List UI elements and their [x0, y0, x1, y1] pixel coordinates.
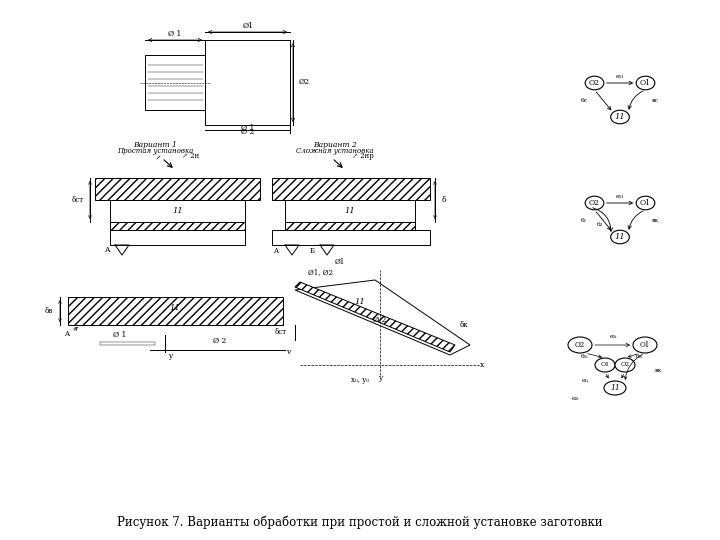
Text: x: x: [480, 361, 484, 369]
Ellipse shape: [636, 196, 655, 210]
Ellipse shape: [611, 230, 629, 244]
Text: θ₂: θ₂: [597, 222, 603, 227]
Ellipse shape: [611, 110, 629, 124]
Text: 11: 11: [615, 113, 626, 121]
Text: вс: вс: [652, 98, 660, 103]
Text: A: A: [104, 246, 109, 254]
Text: Ø 1: Ø 1: [168, 30, 181, 38]
Ellipse shape: [636, 76, 655, 90]
Text: Ø2: Ø2: [299, 78, 310, 86]
Text: 11: 11: [610, 384, 620, 392]
Text: δк: δк: [460, 321, 469, 329]
Ellipse shape: [633, 337, 657, 353]
Text: О1: О1: [640, 199, 651, 207]
Text: Ø 2: Ø 2: [213, 337, 227, 345]
Text: e₀₁: e₀₁: [616, 194, 624, 199]
Text: v: v: [286, 348, 290, 356]
FancyArrowPatch shape: [628, 211, 643, 229]
Text: Ø 1: Ø 1: [113, 331, 127, 339]
Text: Ø 2: Ø 2: [241, 128, 255, 136]
Text: A: A: [65, 330, 70, 338]
Bar: [285, 200, 415, 222]
Text: О1: О1: [640, 341, 650, 349]
Bar: [110, 230, 245, 245]
Text: θ₀ᵢ: θ₀ᵢ: [581, 354, 589, 360]
Bar: [272, 230, 430, 245]
Ellipse shape: [568, 337, 592, 353]
Text: О2: О2: [589, 199, 600, 207]
Text: 11: 11: [173, 207, 184, 215]
Text: О2: О2: [589, 79, 600, 87]
Text: y: y: [378, 374, 382, 382]
Text: θс: θс: [580, 98, 588, 103]
Text: вк: вк: [652, 218, 660, 222]
Bar: [285, 222, 415, 230]
Text: Ø1: Ø1: [335, 258, 345, 266]
Bar: [100, 342, 155, 345]
Text: y: y: [168, 352, 172, 360]
Text: δст: δст: [72, 196, 84, 204]
Text: Ø 1: Ø 1: [241, 124, 255, 132]
Text: δ: δ: [442, 196, 446, 204]
Text: О1: О1: [600, 362, 610, 368]
Text: Сложная установка: Сложная установка: [296, 147, 374, 155]
Text: δв: δв: [45, 307, 53, 315]
Text: e₂ᵢ: e₂ᵢ: [571, 395, 579, 401]
Ellipse shape: [595, 358, 615, 372]
Bar: [272, 178, 430, 200]
Text: Рисунок 7. Варианты обработки при простой и сложной установке заготовки: Рисунок 7. Варианты обработки при просто…: [117, 515, 603, 529]
Bar: [68, 297, 283, 325]
FancyArrowPatch shape: [624, 354, 642, 380]
Text: θ₀ᵢ: θ₀ᵢ: [636, 354, 644, 360]
Text: О2: О2: [621, 362, 629, 368]
Text: Вариант 1: Вариант 1: [133, 141, 177, 149]
Text: 11: 11: [615, 233, 626, 241]
Text: О2: О2: [575, 341, 585, 349]
Ellipse shape: [604, 381, 626, 395]
Text: e₀₁: e₀₁: [616, 73, 624, 79]
Bar: [110, 200, 245, 222]
Text: вк: вк: [654, 368, 662, 373]
Text: Простая установка: Простая установка: [117, 147, 193, 155]
Text: О1: О1: [640, 79, 651, 87]
Text: A: A: [274, 247, 279, 255]
Text: θ₁: θ₁: [581, 218, 588, 222]
Ellipse shape: [585, 76, 604, 90]
Text: Ø1: Ø1: [243, 22, 253, 30]
Polygon shape: [295, 282, 455, 352]
Ellipse shape: [615, 358, 635, 372]
Bar: [95, 178, 260, 200]
Bar: [205, 40, 290, 125]
Text: e₁ᵢ: e₁ᵢ: [581, 377, 589, 382]
Text: Вариант 2: Вариант 2: [313, 141, 357, 149]
Text: Ø1, Ø2: Ø1, Ø2: [307, 268, 333, 276]
Text: 11: 11: [355, 298, 365, 306]
Bar: [145, 55, 205, 110]
FancyArrowPatch shape: [628, 91, 643, 109]
FancyArrowPatch shape: [593, 208, 613, 231]
Text: Ø 2: Ø 2: [373, 316, 387, 324]
Text: δст: δст: [275, 328, 287, 336]
Text: ↗ 2н: ↗ 2н: [182, 152, 199, 160]
Text: ↗ 2нр: ↗ 2нр: [352, 152, 374, 160]
Text: Б: Б: [310, 247, 315, 255]
Ellipse shape: [585, 196, 604, 210]
Text: e₀ᵢ: e₀ᵢ: [609, 334, 617, 340]
Text: 11: 11: [345, 207, 356, 215]
Text: 11: 11: [170, 304, 181, 312]
Bar: [110, 222, 245, 230]
Text: x₀, y₀: x₀, y₀: [351, 376, 369, 384]
Polygon shape: [295, 280, 470, 355]
